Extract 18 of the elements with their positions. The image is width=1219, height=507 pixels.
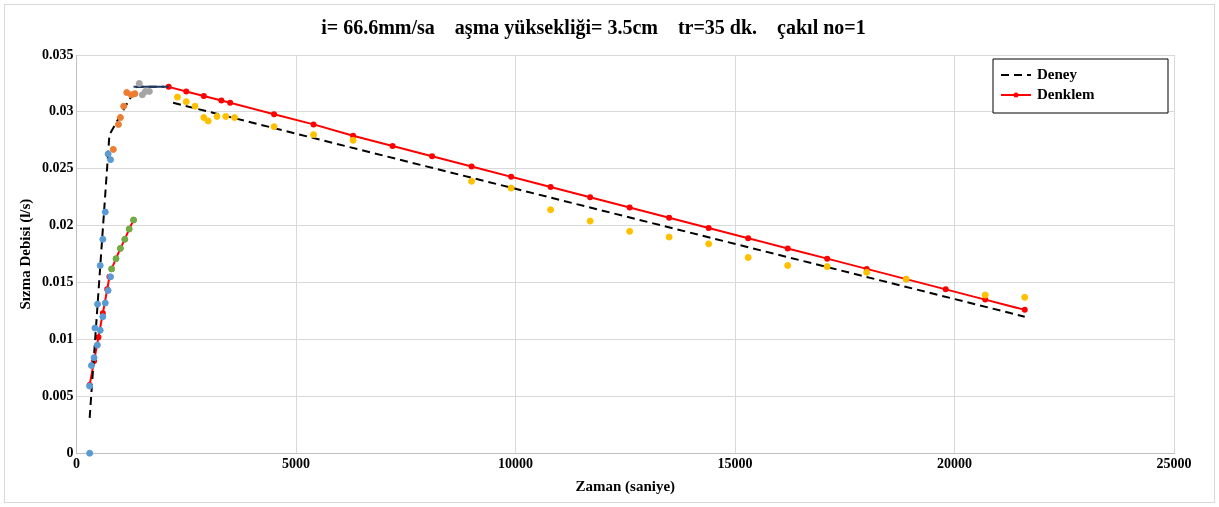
y-tick-label: 0.025	[42, 160, 74, 176]
y-tick-label: 0.01	[49, 331, 74, 347]
x-tick-label: 25000	[1156, 456, 1192, 472]
x-tick-label: 20000	[937, 456, 972, 472]
y-tick-label: 0.035	[42, 46, 74, 62]
y-tick-label: 0.03	[49, 103, 74, 119]
x-tick-label: 5000	[282, 456, 310, 472]
y-tick-label: 0.005	[42, 387, 74, 403]
legend-label: Deney	[1037, 65, 1078, 82]
y-tick-label: 0	[66, 444, 74, 460]
y-tick-label: 0.015	[42, 274, 74, 290]
y-axis-title: Sızma Debisi (l/s)	[16, 198, 34, 310]
chart-title: i= 66.6mm/sa aşma yüksekliği= 3.5cm tr=35 dk. çakıl no=1	[321, 16, 866, 40]
y-tick-label: 0.02	[49, 217, 74, 233]
x-tick-label: 10000	[498, 456, 533, 472]
x-tick-label: 15000	[717, 456, 753, 472]
x-axis-title: Zaman (saniye)	[575, 477, 676, 495]
legend-label: Denklem	[1037, 85, 1095, 102]
